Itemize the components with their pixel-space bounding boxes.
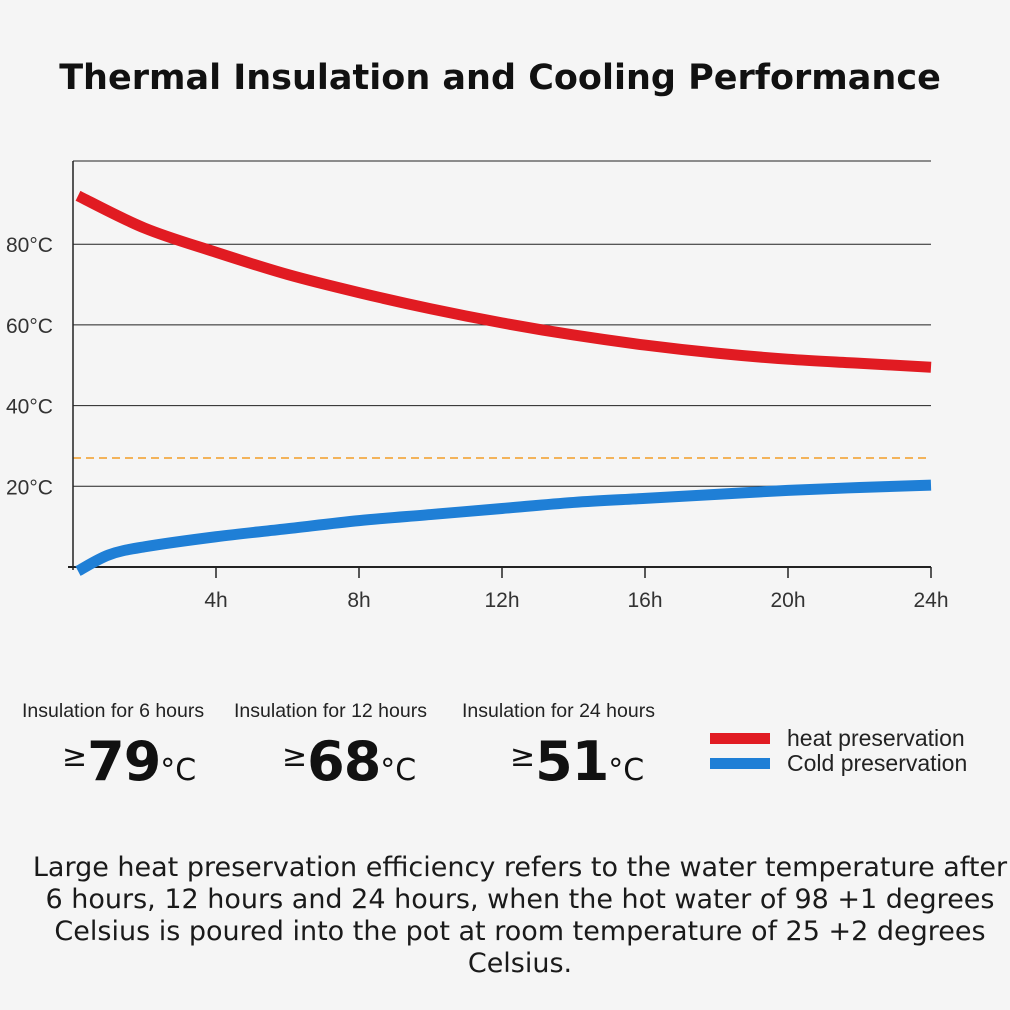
y-tick-label: 80°C [6,234,53,257]
ge-sign: ≥ [510,739,536,774]
footnote: Large heat preservation efficiency refer… [32,852,1008,979]
stat-value-12h: ≥68°C [282,730,416,793]
series-line-cold [75,479,932,576]
stat-label-12h: Insulation for 12 hours [234,700,427,722]
legend-swatch-cold [710,758,770,769]
x-tick-label: 12h [484,589,519,612]
stat-unit: °C [160,753,197,788]
series-line-heat [75,190,932,373]
legend-swatch-heat [710,733,770,744]
x-tick-label: 16h [627,589,662,612]
line-chart: 20°C 40°C 60°C 80°C 4h 8h 12h 16h 20h 24h [6,160,949,612]
stat-value-6h: ≥79°C [62,730,196,793]
ge-sign: ≥ [62,739,88,774]
x-tick-label: 24h [913,589,948,612]
y-tick-label: 40°C [6,396,53,419]
x-tick-label: 8h [347,589,370,612]
stat-unit: °C [608,753,645,788]
x-tick-label: 20h [770,589,805,612]
y-tick-label: 60°C [6,315,53,338]
chart-title: Thermal Insulation and Cooling Performan… [59,58,941,98]
stat-label-24h: Insulation for 24 hours [462,700,655,722]
x-tick-label: 4h [204,589,227,612]
stat-number: 68 [307,730,381,793]
ge-sign: ≥ [282,739,308,774]
stat-unit: °C [380,753,417,788]
legend-label-cold: Cold preservation [787,750,968,776]
stat-value-24h: ≥51°C [510,730,644,793]
stat-number: 51 [535,730,609,793]
y-tick-label: 20°C [6,476,53,499]
stat-label-6h: Insulation for 6 hours [22,700,205,722]
stat-number: 79 [87,730,161,793]
legend-label-heat: heat preservation [787,725,965,751]
